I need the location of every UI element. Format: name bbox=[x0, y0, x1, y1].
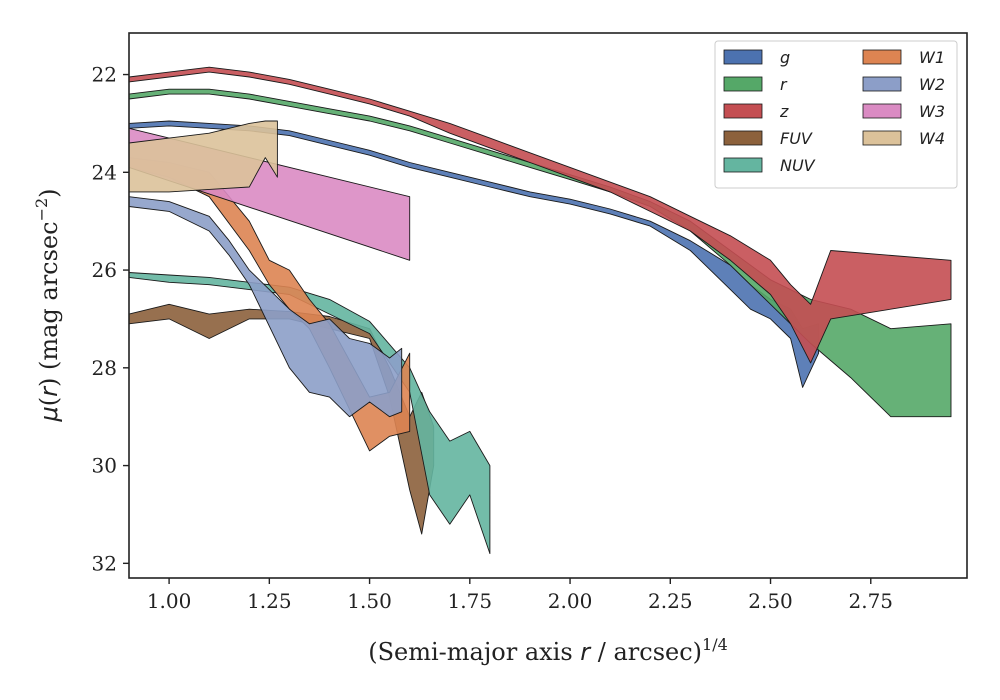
series-band-z bbox=[128, 66, 952, 364]
legend-swatch bbox=[723, 130, 763, 146]
legend-item-FUV: FUV bbox=[723, 129, 813, 148]
legend-item-W4: W4 bbox=[862, 129, 945, 148]
legend-label: NUV bbox=[780, 156, 816, 175]
x-tick-label: 1.00 bbox=[147, 589, 192, 613]
x-axis: 1.00 1.25 1.50 1.75 2.00 2.25 2.50 2.75 bbox=[147, 578, 893, 613]
y-axis: 22 24 26 28 30 32 bbox=[92, 63, 129, 575]
y-tick-label: 30 bbox=[92, 454, 117, 478]
legend-swatch bbox=[862, 76, 902, 92]
legend-item-W3: W3 bbox=[862, 102, 945, 121]
series-area-g bbox=[128, 120, 820, 388]
series-area-z bbox=[128, 66, 952, 364]
series-band-r bbox=[128, 88, 952, 418]
legend-item-NUV: NUV bbox=[723, 156, 816, 175]
legend-swatch bbox=[723, 76, 763, 92]
legend-label: r bbox=[780, 75, 788, 94]
x-tick-label: 2.75 bbox=[849, 589, 894, 613]
plot-frame bbox=[128, 32, 968, 579]
x-tick-label: 2.50 bbox=[748, 589, 793, 613]
legend-item-z: z bbox=[723, 102, 789, 121]
legend-label: z bbox=[779, 102, 789, 121]
legend-item-r: r bbox=[723, 75, 788, 94]
x-axis-title: (Semi-major axis r / arcsec)1/4 bbox=[368, 635, 728, 666]
y-axis-title: μ(r) (mag arcsec−2) bbox=[32, 188, 63, 422]
legend-item-W1: W1 bbox=[862, 48, 945, 67]
series-area-W4 bbox=[128, 120, 278, 193]
y-tick-label: 26 bbox=[92, 258, 117, 282]
legend-label: W1 bbox=[919, 48, 945, 67]
legend-swatch bbox=[723, 157, 763, 173]
legend-label: FUV bbox=[780, 129, 813, 148]
y-tick-label: 24 bbox=[92, 160, 117, 184]
series-layer bbox=[128, 66, 952, 555]
series-band-W4 bbox=[128, 120, 278, 193]
legend-swatch bbox=[723, 49, 763, 65]
x-tick-label: 2.25 bbox=[648, 589, 693, 613]
legend-item-g: g bbox=[723, 48, 790, 67]
series-area-W2 bbox=[128, 196, 403, 418]
legend-swatch bbox=[862, 103, 902, 119]
y-tick-label: 28 bbox=[92, 356, 117, 380]
legend-label: g bbox=[780, 48, 790, 67]
legend: grz FUV NUV W1 W2 W3 W4 bbox=[714, 40, 958, 189]
legend-label: W4 bbox=[919, 129, 945, 148]
series-band-g bbox=[128, 120, 820, 388]
series-band-W2 bbox=[128, 196, 403, 418]
legend-item-W2: W2 bbox=[862, 75, 945, 94]
series-area-r bbox=[128, 88, 952, 418]
legend-swatch bbox=[862, 130, 902, 146]
x-tick-label: 1.25 bbox=[247, 589, 292, 613]
legend-swatch bbox=[862, 49, 902, 65]
legend-label: W3 bbox=[919, 102, 945, 121]
y-tick-label: 22 bbox=[92, 63, 117, 87]
y-tick-label: 32 bbox=[92, 551, 117, 575]
x-tick-label: 1.75 bbox=[448, 589, 493, 613]
x-tick-label: 2.00 bbox=[548, 589, 593, 613]
legend-swatch bbox=[723, 103, 763, 119]
legend-label: W2 bbox=[919, 75, 945, 94]
x-tick-label: 1.50 bbox=[347, 589, 392, 613]
